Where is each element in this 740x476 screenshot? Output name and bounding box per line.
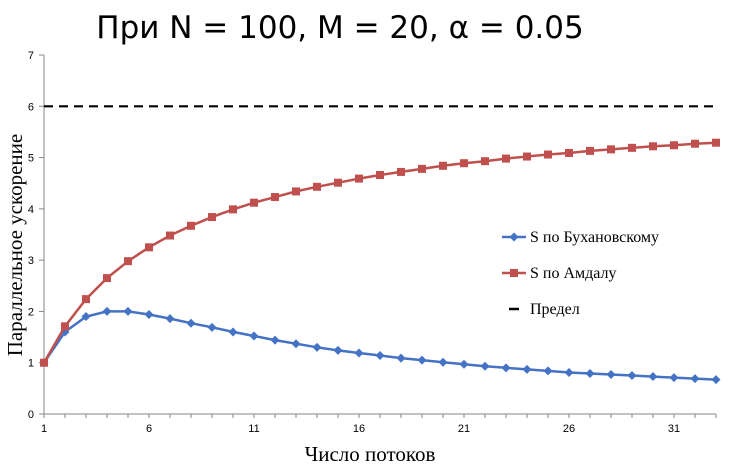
- data-point-diamond: [123, 306, 133, 316]
- data-point-square: [292, 187, 300, 196]
- data-point-diamond: [522, 364, 532, 374]
- data-point-diamond: [144, 310, 154, 320]
- data-point-square: [649, 142, 657, 151]
- y-tick-label: 1: [28, 358, 34, 370]
- data-point-diamond: [207, 322, 217, 332]
- data-point-square: [103, 274, 111, 283]
- data-point-square: [355, 174, 363, 183]
- x-tick-label: 16: [353, 423, 365, 435]
- data-point-square: [670, 141, 678, 150]
- data-point-diamond: [81, 312, 91, 322]
- data-point-square: [586, 146, 594, 155]
- data-point-square: [418, 164, 426, 173]
- data-point-square: [166, 231, 174, 240]
- data-point-diamond: [375, 351, 385, 361]
- data-point-square: [124, 257, 132, 266]
- data-point-square: [145, 243, 153, 252]
- data-point-square: [691, 139, 699, 148]
- data-point-diamond: [228, 327, 238, 337]
- data-point-square: [250, 198, 258, 207]
- data-point-diamond: [291, 339, 301, 349]
- legend-label: S по Бухановскому: [530, 229, 659, 246]
- data-point-diamond: [396, 353, 406, 363]
- x-axis-label: Число потоков: [305, 442, 436, 466]
- data-point-square: [460, 159, 468, 168]
- x-tick-label: 11: [248, 423, 259, 435]
- data-point-square: [523, 152, 531, 161]
- data-point-square: [271, 193, 279, 202]
- data-point-square: [628, 143, 636, 152]
- legend-label: S по Амдалу: [530, 265, 617, 282]
- data-point-diamond: [606, 370, 616, 380]
- data-point-diamond: [627, 371, 637, 381]
- x-tick-label: 31: [668, 423, 680, 435]
- legend-swatch-diamond: [509, 232, 519, 242]
- data-point-diamond: [417, 355, 427, 365]
- data-point-square: [481, 157, 489, 166]
- data-point-diamond: [270, 335, 280, 345]
- y-axis-label: Параллельное ускорение: [3, 134, 27, 356]
- data-point-diamond: [249, 331, 259, 341]
- data-point-diamond: [648, 372, 658, 382]
- data-point-square: [376, 171, 384, 180]
- data-point-diamond: [459, 359, 469, 369]
- legend-label: Предел: [530, 301, 580, 318]
- data-point-diamond: [711, 375, 721, 385]
- y-tick-label: 3: [28, 255, 34, 267]
- data-point-diamond: [543, 366, 553, 376]
- series-line-1: [42, 310, 717, 381]
- data-point-square: [187, 221, 195, 230]
- data-point-square: [502, 154, 510, 163]
- data-point-diamond: [690, 374, 700, 384]
- y-tick-label: 7: [28, 50, 34, 62]
- x-tick-label: 21: [458, 423, 470, 435]
- y-tick-label: 0: [28, 409, 34, 421]
- y-tick-label: 4: [28, 204, 34, 216]
- data-point-diamond: [438, 357, 448, 367]
- data-point-square: [208, 213, 216, 222]
- series-layer: [39, 105, 721, 385]
- y-tick-label: 6: [28, 101, 34, 113]
- data-point-diamond: [480, 361, 490, 371]
- legend-swatch-square: [510, 269, 518, 277]
- data-point-square: [40, 358, 48, 367]
- x-tick-label: 26: [563, 423, 575, 435]
- data-point-diamond: [165, 314, 175, 324]
- data-point-diamond: [669, 373, 679, 383]
- y-tick-label: 5: [28, 153, 34, 165]
- x-tick-label: 1: [41, 423, 47, 435]
- data-point-diamond: [585, 368, 595, 378]
- data-point-square: [334, 178, 342, 187]
- data-point-diamond: [102, 306, 112, 316]
- data-point-square: [607, 145, 615, 154]
- legend: S по Бухановскому S по Амдалу Предел: [502, 229, 659, 318]
- data-point-diamond: [501, 363, 511, 373]
- data-point-diamond: [312, 342, 322, 352]
- data-point-diamond: [186, 318, 196, 328]
- data-point-diamond: [354, 348, 364, 358]
- data-point-square: [313, 182, 321, 191]
- data-point-diamond: [564, 367, 574, 377]
- data-point-square: [544, 150, 552, 159]
- data-point-square: [397, 167, 405, 176]
- data-point-square: [82, 295, 90, 304]
- data-point-square: [712, 138, 720, 147]
- x-tick-label: 6: [146, 423, 152, 435]
- data-point-square: [229, 205, 237, 214]
- data-point-square: [439, 161, 447, 170]
- y-tick-label: 2: [28, 306, 34, 318]
- data-point-square: [61, 322, 69, 331]
- chart-title: При N = 100, M = 20, α = 0.05: [96, 10, 583, 46]
- data-point-diamond: [333, 345, 343, 355]
- data-point-square: [565, 148, 573, 157]
